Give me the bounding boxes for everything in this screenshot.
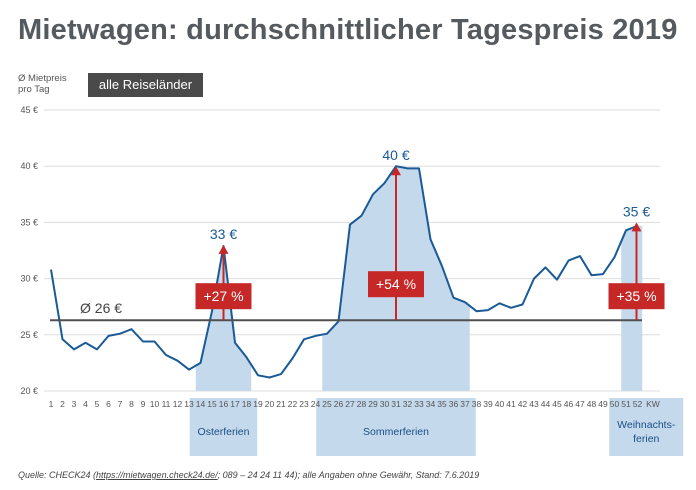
x-tick-label: 40 bbox=[495, 399, 505, 409]
x-tick-label: 2 bbox=[60, 399, 65, 409]
x-tick-label: 34 bbox=[426, 399, 436, 409]
holiday-label-line2: ferien bbox=[633, 433, 659, 445]
y-axis-ticks: 20 € 25 € 30 € 35 € 40 € 45 € bbox=[20, 105, 38, 396]
x-tick-label: 47 bbox=[575, 399, 585, 409]
change-badge-label: +27 % bbox=[203, 288, 243, 304]
country-filter-button[interactable]: alle Reiseländer bbox=[88, 73, 203, 97]
y-axis-unit-label: Ø Mietpreis pro Tag bbox=[18, 73, 67, 95]
holiday-box bbox=[609, 398, 684, 456]
x-tick-label: 23 bbox=[299, 399, 309, 409]
y-tick-label: 30 € bbox=[20, 274, 38, 284]
x-tick-label: 52 bbox=[633, 399, 643, 409]
x-tick-label: 26 bbox=[334, 399, 344, 409]
price-series bbox=[50, 165, 638, 379]
x-tick-label: 39 bbox=[483, 399, 493, 409]
source-suffix: ; 089 – 24 24 11 44); alle Angaben ohne … bbox=[217, 470, 480, 480]
x-tick-label: 13 bbox=[184, 399, 194, 409]
x-tick-label: 44 bbox=[541, 399, 551, 409]
peak-value-label: 33 € bbox=[210, 226, 237, 242]
x-tick-label: 42 bbox=[518, 399, 528, 409]
price-line bbox=[50, 165, 638, 379]
x-tick-label: 45 bbox=[552, 399, 562, 409]
x-tick-label: 29 bbox=[368, 399, 378, 409]
change-badge bbox=[195, 283, 252, 310]
x-axis-ticks: 1 2 3 4 5 6 7 8 9 10 11 12 13 14 15 16 17 18 19 20 21 22 23 24 2… bbox=[49, 399, 660, 409]
average-annotation: Ø 26 € bbox=[50, 300, 642, 322]
x-tick-label: 21 bbox=[276, 399, 286, 409]
change-badge-label: +35 % bbox=[616, 288, 656, 304]
holiday-box bbox=[316, 398, 476, 456]
x-tick-label: 6 bbox=[106, 399, 111, 409]
x-tick-label: 50 bbox=[610, 399, 620, 409]
x-tick-label: 16 bbox=[219, 399, 229, 409]
x-tick-label: 9 bbox=[141, 399, 146, 409]
x-tick-label: 46 bbox=[564, 399, 574, 409]
x-tick-label: 4 bbox=[83, 399, 88, 409]
x-tick-label: 18 bbox=[242, 399, 252, 409]
peak-arrow-head bbox=[631, 222, 642, 232]
x-tick-label: 7 bbox=[118, 399, 123, 409]
source-note: Quelle: CHECK24 (https://mietwagen.check… bbox=[18, 470, 479, 480]
x-tick-label: 24 bbox=[311, 399, 321, 409]
x-tick-label: 10 bbox=[150, 399, 160, 409]
x-tick-label: 37 bbox=[460, 399, 470, 409]
x-tick-label: 30 bbox=[380, 399, 390, 409]
peak-value-label: 40 € bbox=[382, 147, 409, 163]
x-tick-label: 49 bbox=[598, 399, 608, 409]
x-tick-label: 31 bbox=[391, 399, 401, 409]
x-tick-label: 27 bbox=[345, 399, 355, 409]
average-label: Ø 26 € bbox=[80, 300, 122, 316]
x-tick-label: 41 bbox=[506, 399, 516, 409]
y-tick-label: 35 € bbox=[20, 217, 38, 227]
peak-annotations: 33 € +27 % 40 € +54 % 35 € +35 % bbox=[195, 147, 665, 321]
y-tick-label: 20 € bbox=[20, 386, 38, 396]
source-link[interactable]: https://mietwagen.check24.de/ bbox=[96, 470, 218, 480]
change-badge-label: +54 % bbox=[376, 276, 416, 292]
x-tick-label: 48 bbox=[587, 399, 597, 409]
x-tick-label: 5 bbox=[95, 399, 100, 409]
holiday-label: Osterferien bbox=[198, 426, 250, 438]
holiday-label-line1: Weihnachts- bbox=[617, 419, 676, 431]
x-tick-label: 1 bbox=[49, 399, 54, 409]
x-tick-label: 43 bbox=[529, 399, 539, 409]
x-tick-label: 17 bbox=[230, 399, 240, 409]
change-badge bbox=[608, 283, 665, 310]
x-tick-label: 15 bbox=[207, 399, 217, 409]
holiday-boxes: Osterferien Sommerferien Weihnachts-ferien bbox=[189, 398, 684, 456]
x-tick-label: KW bbox=[646, 399, 660, 409]
x-tick-label: 33 bbox=[414, 399, 424, 409]
y-axis-unit-line1: Ø Mietpreis bbox=[18, 73, 67, 84]
x-tick-label: 28 bbox=[357, 399, 367, 409]
x-tick-label: 32 bbox=[403, 399, 413, 409]
peak-arrow-head bbox=[391, 166, 401, 176]
holiday-label: Sommerferien bbox=[363, 426, 429, 438]
x-tick-label: 22 bbox=[288, 399, 298, 409]
x-tick-label: 11 bbox=[162, 399, 171, 409]
holiday-box bbox=[189, 398, 258, 456]
y-tick-label: 45 € bbox=[20, 105, 38, 115]
x-tick-label: 25 bbox=[322, 399, 332, 409]
x-tick-label: 35 bbox=[437, 399, 447, 409]
x-tick-label: 19 bbox=[253, 399, 263, 409]
change-badge bbox=[368, 271, 424, 298]
x-tick-label: 38 bbox=[472, 399, 482, 409]
x-tick-label: 36 bbox=[449, 399, 459, 409]
peak-arrow-head bbox=[218, 244, 229, 254]
page-title: Mietwagen: durchschnittlicher Tagespreis… bbox=[18, 14, 678, 46]
x-tick-label: 3 bbox=[72, 399, 77, 409]
y-tick-label: 40 € bbox=[20, 161, 38, 171]
y-tick-label: 25 € bbox=[20, 330, 38, 340]
x-tick-label: 8 bbox=[129, 399, 134, 409]
y-axis-unit-line2: pro Tag bbox=[18, 84, 50, 95]
x-tick-label: 20 bbox=[265, 399, 275, 409]
x-tick-label: 14 bbox=[196, 399, 206, 409]
peak-value-label: 35 € bbox=[623, 203, 650, 219]
x-tick-label: 12 bbox=[173, 399, 183, 409]
x-tick-label: 51 bbox=[621, 399, 631, 409]
source-prefix: Quelle: CHECK24 ( bbox=[18, 470, 97, 480]
